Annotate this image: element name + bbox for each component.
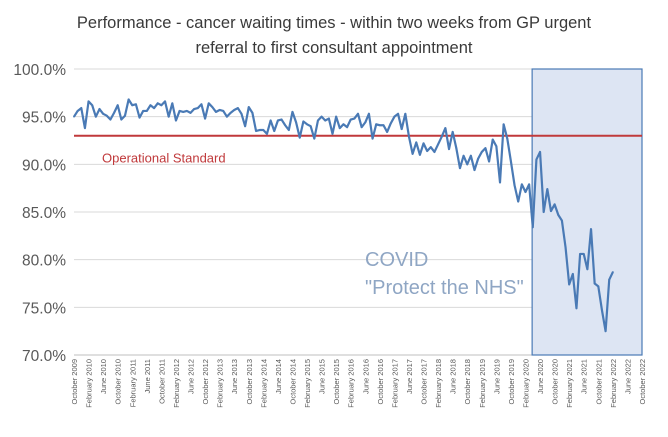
x-tick-label: October 2015	[332, 359, 341, 404]
x-tick-label: October 2020	[551, 359, 560, 404]
x-tick-label: October 2021	[594, 359, 603, 404]
x-tick-label: February 2012	[172, 359, 181, 408]
covid-label: COVID	[365, 249, 428, 271]
x-tick-label: June 2012	[187, 359, 196, 394]
x-tick-label: February 2021	[565, 359, 574, 408]
x-tick-label: June 2018	[449, 359, 458, 394]
x-tick-label: June 2015	[318, 359, 327, 394]
x-tick-label: February 2017	[390, 359, 399, 408]
y-tick-label: 95.0%	[22, 110, 66, 127]
y-tick-label: 85.0%	[22, 205, 66, 222]
x-tick-label: February 2022	[609, 359, 618, 408]
x-tick-label: October 2016	[376, 359, 385, 404]
x-tick-label: October 2014	[288, 359, 297, 404]
x-tick-label: June 2020	[536, 359, 545, 394]
x-tick-label: February 2016	[347, 359, 356, 408]
x-tick-label: June 2011	[143, 359, 152, 393]
x-tick-label: October 2010	[114, 359, 123, 404]
x-tick-label: October 2009	[70, 359, 79, 404]
protect-the-nhs-label: "Protect the NHS"	[365, 277, 524, 299]
x-tick-label: October 2018	[463, 359, 472, 404]
x-tick-label: February 2020	[521, 359, 530, 408]
x-tick-label: February 2014	[259, 359, 268, 408]
x-tick-label: June 2021	[580, 359, 589, 394]
x-tick-label: February 2019	[478, 359, 487, 408]
x-tick-label: February 2011	[128, 359, 137, 407]
series-line	[73, 98, 614, 333]
y-tick-label: 70.0%	[22, 348, 66, 365]
y-tick-label: 90.0%	[22, 157, 66, 174]
x-tick-label: June 2019	[492, 359, 501, 394]
x-tick-label: October 2012	[201, 359, 210, 404]
x-tick-label: February 2018	[434, 359, 443, 408]
x-tick-label: October 2022	[638, 359, 647, 404]
y-tick-label: 80.0%	[22, 253, 66, 270]
x-tick-label: October 2019	[507, 359, 516, 404]
x-tick-label: June 2014	[274, 359, 283, 394]
x-tick-label: June 2016	[361, 359, 370, 394]
covid-highlight-region	[531, 68, 643, 356]
x-axis-tick-labels: October 2009 February 2010 June 2010 Octobe…	[70, 359, 647, 408]
y-tick-label: 75.0%	[22, 300, 66, 317]
chart-title-line-1: Performance - cancer waiting times - wit…	[76, 14, 592, 32]
x-tick-label: February 2013	[216, 359, 225, 408]
x-tick-label: June 2013	[230, 359, 239, 394]
x-tick-label: October 2017	[420, 359, 429, 404]
x-tick-label: June 2017	[405, 359, 414, 394]
x-tick-label: February 2015	[303, 359, 312, 408]
y-axis-tick-labels: 100.0% 95.0% 90.0% 85.0% 80.0% 75.0% 70.0%	[13, 62, 66, 365]
chart-title-line-2: referral to first consultant appointment	[195, 39, 473, 57]
operational-standard-label: Operational Standard	[102, 151, 226, 166]
x-tick-label: February 2010	[85, 359, 94, 408]
x-tick-label: October 2013	[245, 359, 254, 404]
x-tick-label: October 2011	[157, 359, 166, 404]
x-tick-label: June 2010	[99, 359, 108, 394]
y-tick-label: 100.0%	[13, 62, 66, 79]
x-tick-label: June 2022	[623, 359, 632, 394]
